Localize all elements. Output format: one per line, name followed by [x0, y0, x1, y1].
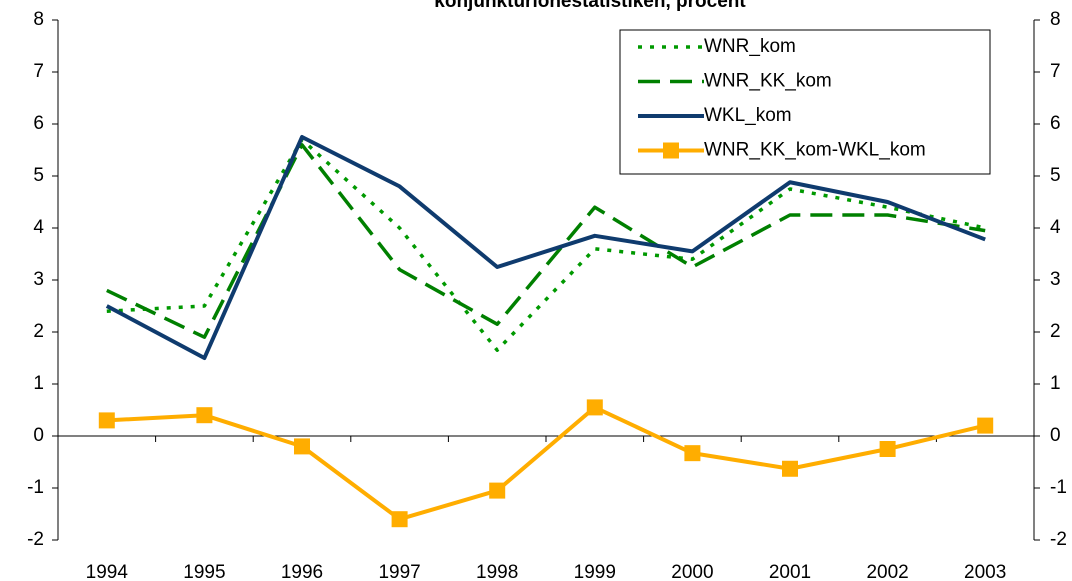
- series-marker: [196, 407, 213, 424]
- y-tick-label: -2: [27, 529, 44, 550]
- series-line: [106, 405, 986, 522]
- x-tick-label: 1997: [378, 562, 420, 581]
- y2-tick-label: 4: [1050, 217, 1061, 238]
- legend-label: WNR_kom: [704, 36, 796, 57]
- x-tick-label: 1996: [281, 562, 323, 581]
- series-marker: [489, 482, 506, 499]
- y-tick-label: 6: [33, 113, 44, 134]
- series-marker: [391, 511, 408, 528]
- x-tick-label: 2003: [964, 562, 1006, 581]
- series-line: [105, 135, 986, 360]
- x-tick-label: 2000: [671, 562, 713, 581]
- y2-tick-label: 8: [1050, 9, 1061, 30]
- x-tick-label: 1995: [183, 562, 225, 581]
- series-marker: [879, 441, 896, 457]
- y-tick-label: -1: [27, 477, 44, 498]
- y-tick-label: 1: [33, 373, 44, 394]
- y-tick-label: 4: [33, 217, 44, 238]
- chart-title: konjunkturlönestatistiken, procent: [434, 0, 746, 12]
- y-tick-label: 3: [33, 269, 44, 290]
- y2-tick-label: 2: [1050, 321, 1061, 342]
- series-marker: [98, 412, 115, 429]
- x-tick-label: 1994: [86, 562, 129, 581]
- y-tick-label: 2: [33, 321, 44, 342]
- y2-tick-label: 1: [1050, 373, 1061, 394]
- series-marker: [782, 460, 798, 477]
- y2-tick-label: 3: [1050, 269, 1061, 290]
- legend: WNR_kom WNR_KK_kom WKL_kom WNR_KK_kom-WKL_k…: [619, 29, 991, 175]
- legend-label: WKL_kom: [704, 105, 792, 126]
- y-tick-label: 0: [33, 425, 44, 446]
- legend-label: WNR_KK_kom: [704, 71, 832, 92]
- y-tick-label: 5: [33, 165, 44, 186]
- series-marker: [684, 445, 701, 462]
- y-tick-label: 7: [33, 61, 44, 82]
- y2-tick-label: 0: [1050, 425, 1061, 446]
- y2-tick-label: -1: [1050, 477, 1067, 498]
- x-tick-label: 2002: [866, 562, 908, 581]
- series-marker: [586, 399, 603, 416]
- y-tick-label: 8: [33, 9, 44, 30]
- series-marker: [977, 417, 994, 434]
- series-line: [106, 137, 986, 352]
- y2-tick-label: 5: [1050, 165, 1061, 186]
- series-marker: [294, 438, 310, 455]
- legend-label: WNR_KK_kom-WKL_kom: [704, 140, 926, 161]
- y2-tick-label: -2: [1050, 529, 1067, 550]
- x-tick-label: 2001: [769, 562, 811, 581]
- y2-tick-label: 7: [1050, 61, 1061, 82]
- x-tick-label: 1999: [574, 562, 616, 581]
- legend-marker: [663, 142, 679, 159]
- y2-tick-label: 6: [1050, 113, 1061, 134]
- x-tick-label: 1998: [476, 562, 518, 581]
